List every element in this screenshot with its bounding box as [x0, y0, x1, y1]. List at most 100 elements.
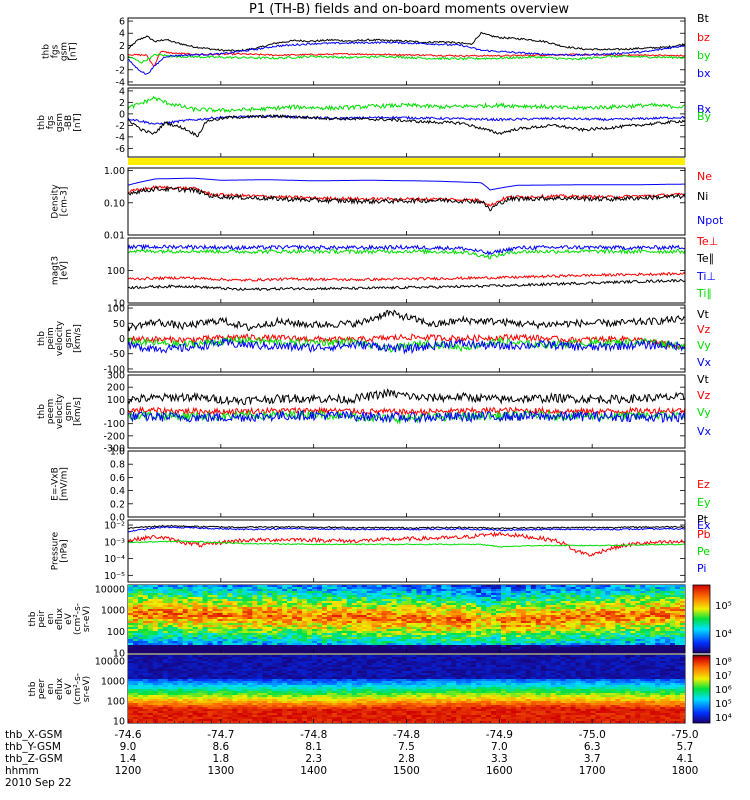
spectrogram-cell: [222, 591, 228, 594]
spectrogram-cell: [620, 631, 626, 634]
spectrogram-cell: [645, 593, 651, 596]
spectrogram-cell: [162, 601, 169, 604]
spectrogram-cell: [466, 649, 472, 652]
spectrogram-cell: [411, 633, 417, 636]
spectrogram-cell: [172, 651, 179, 653]
spectrogram-cell: [147, 697, 154, 700]
spectrogram-cell: [182, 623, 189, 626]
spectrogram-cell: [167, 711, 174, 714]
spectrogram-cell: [147, 649, 154, 652]
spectrogram-cell: [515, 621, 522, 624]
spectrogram-cell: [351, 649, 358, 652]
spectrogram-cell: [192, 667, 199, 670]
spectrogram-cell: [331, 607, 338, 610]
spectrogram-cell: [381, 605, 387, 608]
spectrogram-cell: [242, 587, 248, 590]
spectrogram-cell: [137, 655, 144, 658]
spectrogram-cell: [451, 587, 457, 590]
spectrogram-cell: [346, 631, 353, 634]
spectrogram-cell: [630, 587, 636, 590]
spectrogram-cell: [565, 593, 572, 596]
spectrogram-cell: [366, 639, 373, 642]
spectrogram-cell: [471, 647, 477, 650]
spectrogram-cell: [152, 667, 159, 670]
spectrogram-cell: [605, 589, 611, 592]
spectrogram-cell: [565, 621, 572, 624]
spectrogram-cell: [237, 619, 243, 622]
spectrogram-cell: [202, 633, 208, 636]
spectrogram-cell: [515, 607, 522, 610]
spectrogram-cell: [555, 623, 562, 626]
spectrogram-cell: [202, 655, 208, 658]
spectrogram-cell: [555, 619, 562, 622]
spectrogram-cell: [237, 643, 243, 646]
spectrogram-cell: [212, 635, 218, 638]
ytick-label: 0.4: [110, 486, 125, 497]
spectrogram-cell: [431, 633, 437, 636]
spectrogram-cell: [292, 585, 298, 588]
spectrogram-cell: [655, 629, 661, 632]
spectrogram-cell: [650, 601, 656, 604]
spectrogram-cell: [172, 703, 179, 706]
spectrogram-cell: [202, 593, 208, 596]
spectrogram-cell: [227, 623, 233, 626]
spectrogram-cell: [471, 631, 477, 634]
spectrogram-cell: [366, 587, 373, 590]
spectrogram-cell: [555, 631, 562, 634]
spectrogram-cell: [406, 605, 412, 608]
spectrogram-cell: [182, 687, 189, 690]
spectrogram-cell: [361, 601, 368, 604]
spectrogram-cell: [167, 637, 174, 640]
spectrogram-cell: [182, 719, 189, 722]
spectrogram-cell: [486, 633, 492, 636]
spectrogram-cell: [431, 627, 437, 630]
spectrogram-cell: [227, 633, 233, 636]
spectrogram-cell: [147, 715, 154, 718]
spectrogram-cell: [366, 617, 373, 620]
spectrogram-cell: [132, 671, 139, 674]
spectrogram-cell: [316, 647, 323, 650]
spectrogram-cell: [302, 635, 308, 638]
spectrogram-cell: [456, 585, 462, 588]
spectrogram-cell: [486, 623, 492, 626]
spectrogram-cell: [520, 639, 527, 642]
spectrogram-cell: [366, 631, 373, 634]
spectrogram-cell: [570, 637, 576, 640]
spectrogram-cell: [585, 637, 591, 640]
spectrogram-cell: [471, 619, 477, 622]
spectrogram-cell: [331, 647, 338, 650]
spectrogram-cell: [441, 605, 447, 608]
spectrogram-cell: [197, 651, 203, 653]
spectrogram-cell: [207, 625, 213, 628]
spectrogram-cell: [128, 689, 134, 692]
spectrogram-cell: [207, 623, 213, 626]
spectrogram-cell: [242, 639, 248, 642]
spectrogram-cell: [675, 593, 681, 596]
spectrogram-cell: [207, 687, 213, 690]
spectrogram-cell: [187, 701, 194, 704]
spectrogram-cell: [227, 641, 233, 644]
spectrogram-cell: [257, 605, 263, 608]
spectrogram-cell: [481, 619, 487, 622]
spectrogram-cell: [640, 629, 646, 632]
spectrogram-cell: [157, 609, 164, 612]
spectrogram-cell: [167, 719, 174, 722]
spectrogram-cell: [555, 603, 562, 606]
spectrogram-cell: [182, 675, 189, 678]
spectrogram-cell: [431, 647, 437, 650]
spectrogram-cell: [252, 647, 258, 650]
spectrogram-cell: [128, 591, 134, 594]
spectrogram-cell: [665, 587, 671, 590]
spectrogram-cell: [615, 629, 621, 632]
spectrogram-cell: [580, 619, 586, 622]
spectrogram-cell: [237, 713, 243, 716]
spectrogram-cell: [655, 631, 661, 634]
spectrogram-cell: [207, 699, 213, 702]
spectrogram-cell: [182, 695, 189, 698]
spectrogram-cell: [570, 607, 576, 610]
spectrogram-cell: [242, 649, 248, 652]
spectrogram-cell: [212, 619, 218, 622]
legend-tpar-i: Ti∥: [696, 287, 712, 300]
spectrogram-cell: [292, 603, 298, 606]
spectrogram-cell: [182, 667, 189, 670]
